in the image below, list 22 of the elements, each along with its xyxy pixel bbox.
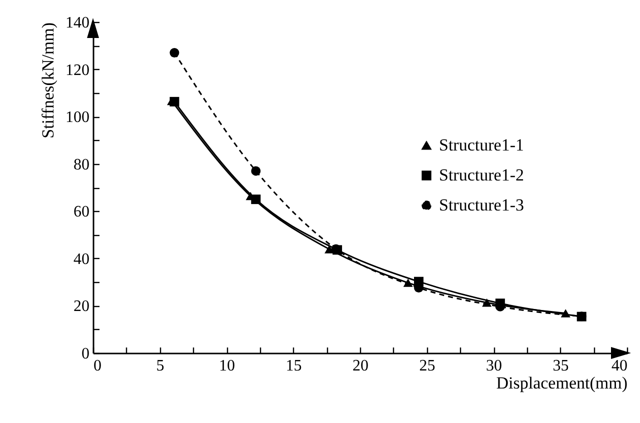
x-tick-label: 40 [612,358,628,374]
legend-label: Structure1-1 [439,136,524,154]
x-tick-label: 5 [156,358,164,374]
x-tick-label: 10 [219,358,235,374]
x-tick-label: 0 [94,358,102,374]
y-tick-label: 120 [66,62,90,79]
y-tick-label: 140 [66,14,90,32]
y-tick-label: 80 [74,156,90,174]
y-tick-label: 20 [74,298,90,316]
legend-label: Structure1-2 [439,166,524,184]
x-tick-label: 15 [286,358,302,374]
x-axis-title: Displacement(mm) [496,374,628,392]
y-tick-label: 100 [66,109,90,126]
y-tick-label: 40 [74,250,90,268]
x-tick-label: 25 [419,358,436,374]
x-tick-label: 20 [352,358,368,374]
x-tick-label: 35 [552,358,569,374]
y-tick-label: 0 [82,346,90,362]
y-axis-title: Stiffnes(kN/mm) [38,22,58,138]
legend-label: Structure1-3 [439,196,524,214]
y-tick-label: 60 [74,204,90,221]
x-tick-label: 30 [486,358,502,374]
